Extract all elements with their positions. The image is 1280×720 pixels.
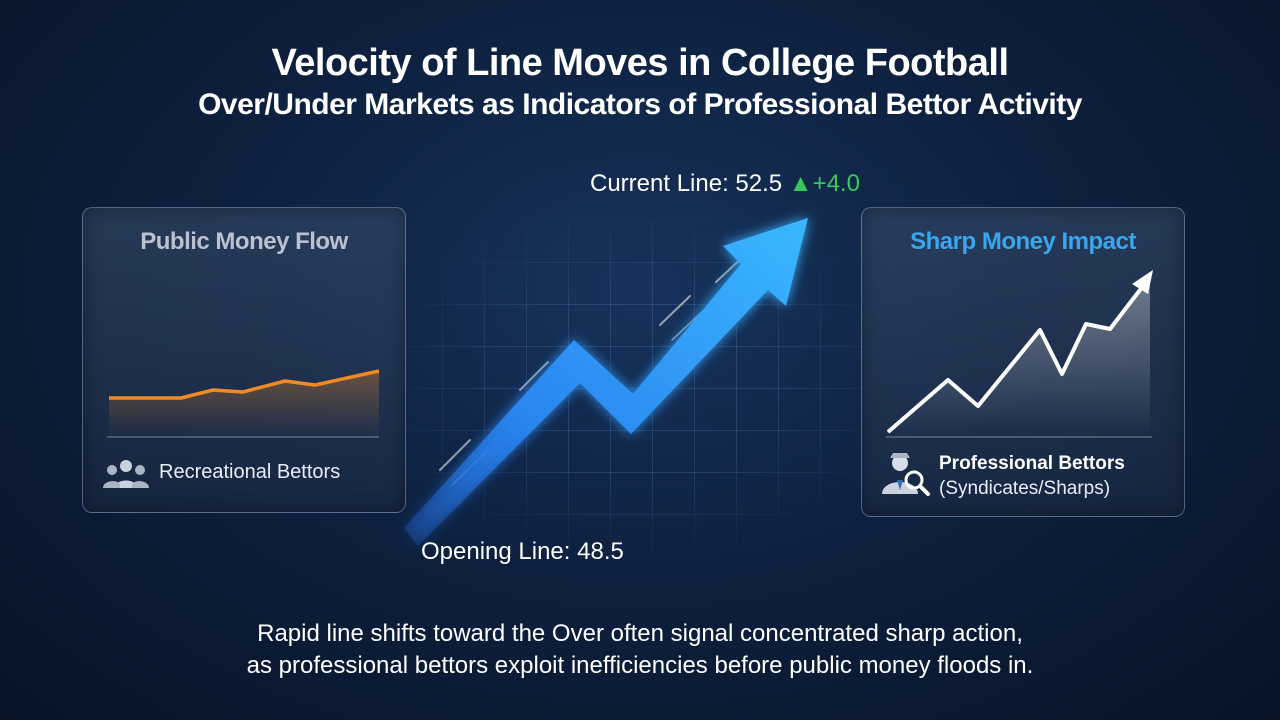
recreational-bettors-label: Recreational Bettors [159, 461, 341, 483]
public-money-panel: Public Money Flow Recreational Bettors [82, 207, 406, 513]
sharp-money-title: Sharp Money Impact [910, 228, 1136, 255]
sharp-money-line-chart [886, 270, 1153, 438]
public-money-area [109, 371, 379, 437]
arrow-body [404, 218, 808, 546]
detective-magnifier-icon [882, 453, 930, 496]
footer-line-2: as professional bettors exploit ineffici… [246, 652, 1034, 679]
page-title: Velocity of Line Moves in College Footba… [271, 42, 1010, 84]
delta-up-icon: ▲ [788, 170, 813, 197]
footer-line-1: Rapid line shifts toward the Over often … [257, 620, 1023, 647]
current-line-readout: Current Line: 52.5 ▲+4.0 [590, 170, 860, 198]
current-line-label: Current Line: 52.5 [590, 170, 783, 197]
page-subtitle: Over/Under Markets as Indicators of Prof… [198, 88, 1082, 121]
professional-bettors-label: Professional Bettors [939, 453, 1125, 474]
sharp-money-panel: Sharp Money Impact Professional Bettors … [861, 207, 1185, 517]
public-money-line [109, 369, 380, 400]
sharp-money-arrowhead [1132, 270, 1153, 294]
syndicates-sharps-label: (Syndicates/Sharps) [939, 478, 1111, 499]
people-group-icon [103, 460, 149, 488]
sharp-money-line [886, 284, 1145, 434]
public-money-line-chart [107, 369, 380, 438]
public-money-title: Public Money Flow [140, 228, 348, 255]
line-delta-value: +4.0 [812, 170, 860, 197]
opening-line-readout: Opening Line: 48.5 [421, 538, 624, 565]
background-grid [400, 220, 880, 550]
